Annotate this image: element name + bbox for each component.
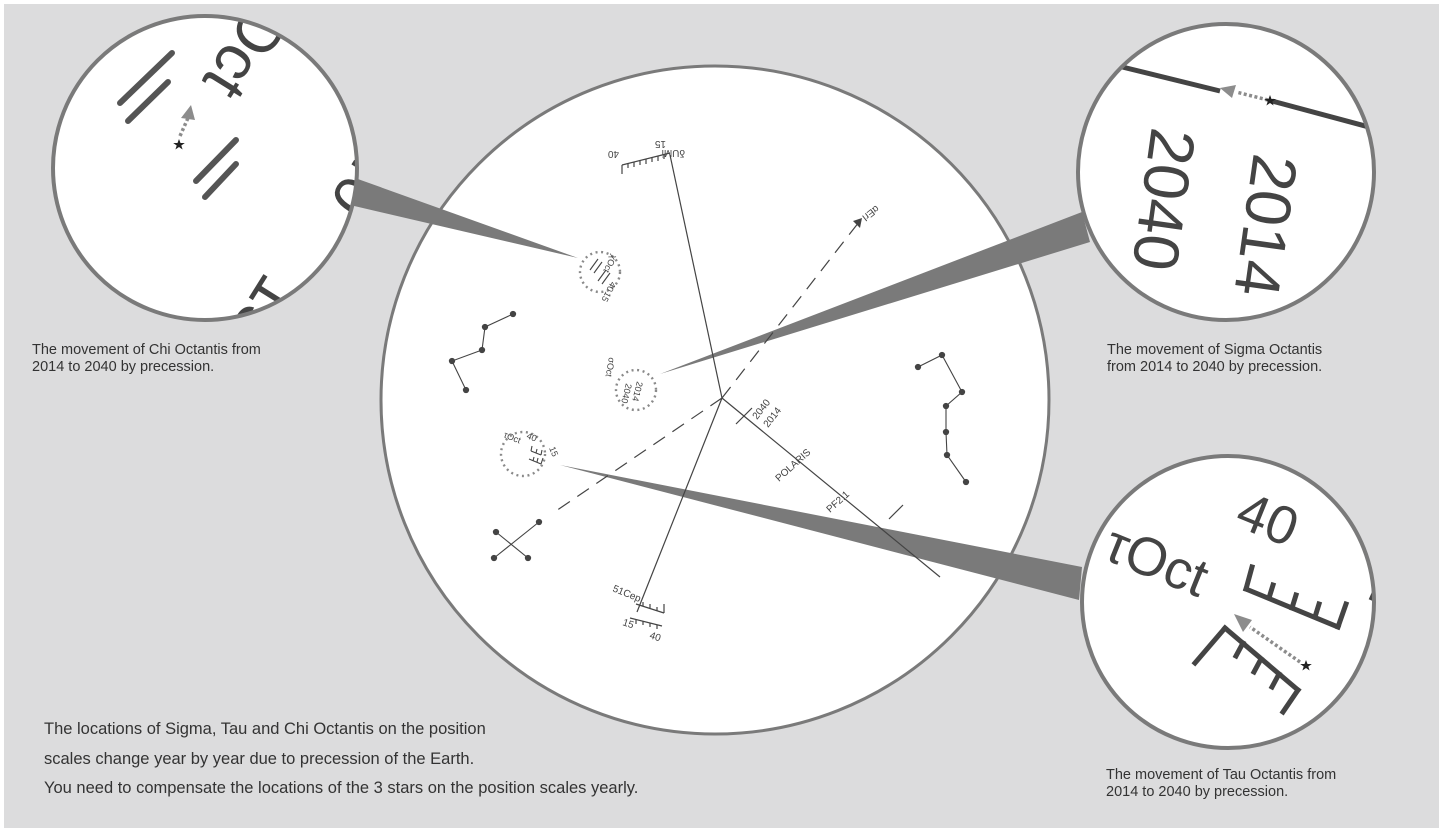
tau-arrowhead [1234, 614, 1252, 632]
dashed-line-lower-left [552, 397, 723, 514]
sigma-star-icon [1264, 95, 1276, 106]
line-to-cepheus [636, 397, 723, 613]
sigma-scale-line-right [1271, 98, 1374, 133]
sigma-octantis-marker: σOct 2040 2014 [604, 357, 658, 412]
right-asterism [914, 351, 970, 486]
line-to-ursa-minor [669, 154, 723, 399]
explanation-note: The locations of Sigma, Tau and Chi Octa… [44, 720, 638, 809]
chi-arrowhead [181, 105, 195, 120]
eridanus-arrowhead [853, 218, 862, 228]
ursa-minor-scale [621, 152, 671, 174]
cross-asterism [490, 518, 543, 562]
cep-scale-15: 15 [621, 617, 635, 631]
left-asterism [448, 310, 517, 394]
tau-callout-wedge [560, 465, 1082, 600]
chi-star-icon [173, 139, 185, 150]
line-to-polaris [721, 397, 941, 578]
tau-caption: The movement of Tau Octantis from 2014 t… [1106, 767, 1336, 801]
tau-caption-line-2: 2014 to 2040 by precession. [1106, 784, 1289, 800]
tau-caption-line-1: The movement of Tau Octantis from [1106, 767, 1337, 783]
cep-scale-40: 40 [648, 630, 662, 644]
pole-tick [888, 504, 904, 520]
tau-star-icon [1300, 660, 1312, 671]
sigma-marker-2040: 2040 [619, 383, 634, 405]
sigma-marker-label: σOct [604, 357, 617, 378]
ursa-minor-label: δUMi [662, 147, 685, 158]
sigma-arrowhead [1220, 85, 1236, 98]
chi-caption: The movement of Chi Octantis from 2014 t… [32, 342, 261, 376]
tau-marker-scale-15: 15 [547, 445, 560, 458]
sigma-zoom-ring [1076, 22, 1376, 322]
cepheus-scale [629, 602, 665, 629]
note-line-2: scales change year by year due to preces… [44, 749, 475, 768]
tau-marker-scale-40: 40 [525, 431, 538, 444]
chi-callout-wedge [350, 178, 578, 258]
tau-octantis-marker: τOct 40 15 [499, 430, 560, 478]
dashed-line-to-eridanus [721, 221, 860, 399]
reticle-circle [379, 64, 1051, 736]
chi-zoom-ring [51, 14, 359, 322]
sigma-caption-line-2: from 2014 to 2040 by precession. [1107, 359, 1323, 375]
chi-marker-scale-15: 15 [600, 290, 614, 304]
chi-caption-line-1: The movement of Chi Octantis from [32, 342, 261, 358]
umi-scale-15: 15 [654, 138, 666, 149]
polaris-tick [735, 407, 753, 425]
sigma-caption: The movement of Sigma Octantis from 2014… [1107, 342, 1322, 376]
note-line-1: The locations of Sigma, Tau and Chi Octa… [44, 720, 486, 738]
crosshair-lines [552, 154, 941, 613]
tau-precession-arrow [1248, 625, 1302, 664]
sigma-zoom-circle [1078, 24, 1374, 320]
note-line-3: You need to compensate the locations of … [44, 779, 639, 797]
sigma-scale-line-left [1109, 61, 1221, 94]
sigma-marker-2014: 2014 [630, 381, 645, 403]
tau-zoom-circle [1082, 456, 1374, 748]
tau-zoom-ring [1080, 454, 1376, 750]
chi-marker-scale-40: 40 [605, 280, 619, 294]
chi-caption-line-2: 2014 to 2040 by precession. [32, 359, 215, 375]
sigma-callout-wedge [660, 212, 1090, 374]
sigma-caption-line-1: The movement of Sigma Octantis [1107, 342, 1323, 358]
umi-scale-40: 40 [607, 148, 619, 159]
